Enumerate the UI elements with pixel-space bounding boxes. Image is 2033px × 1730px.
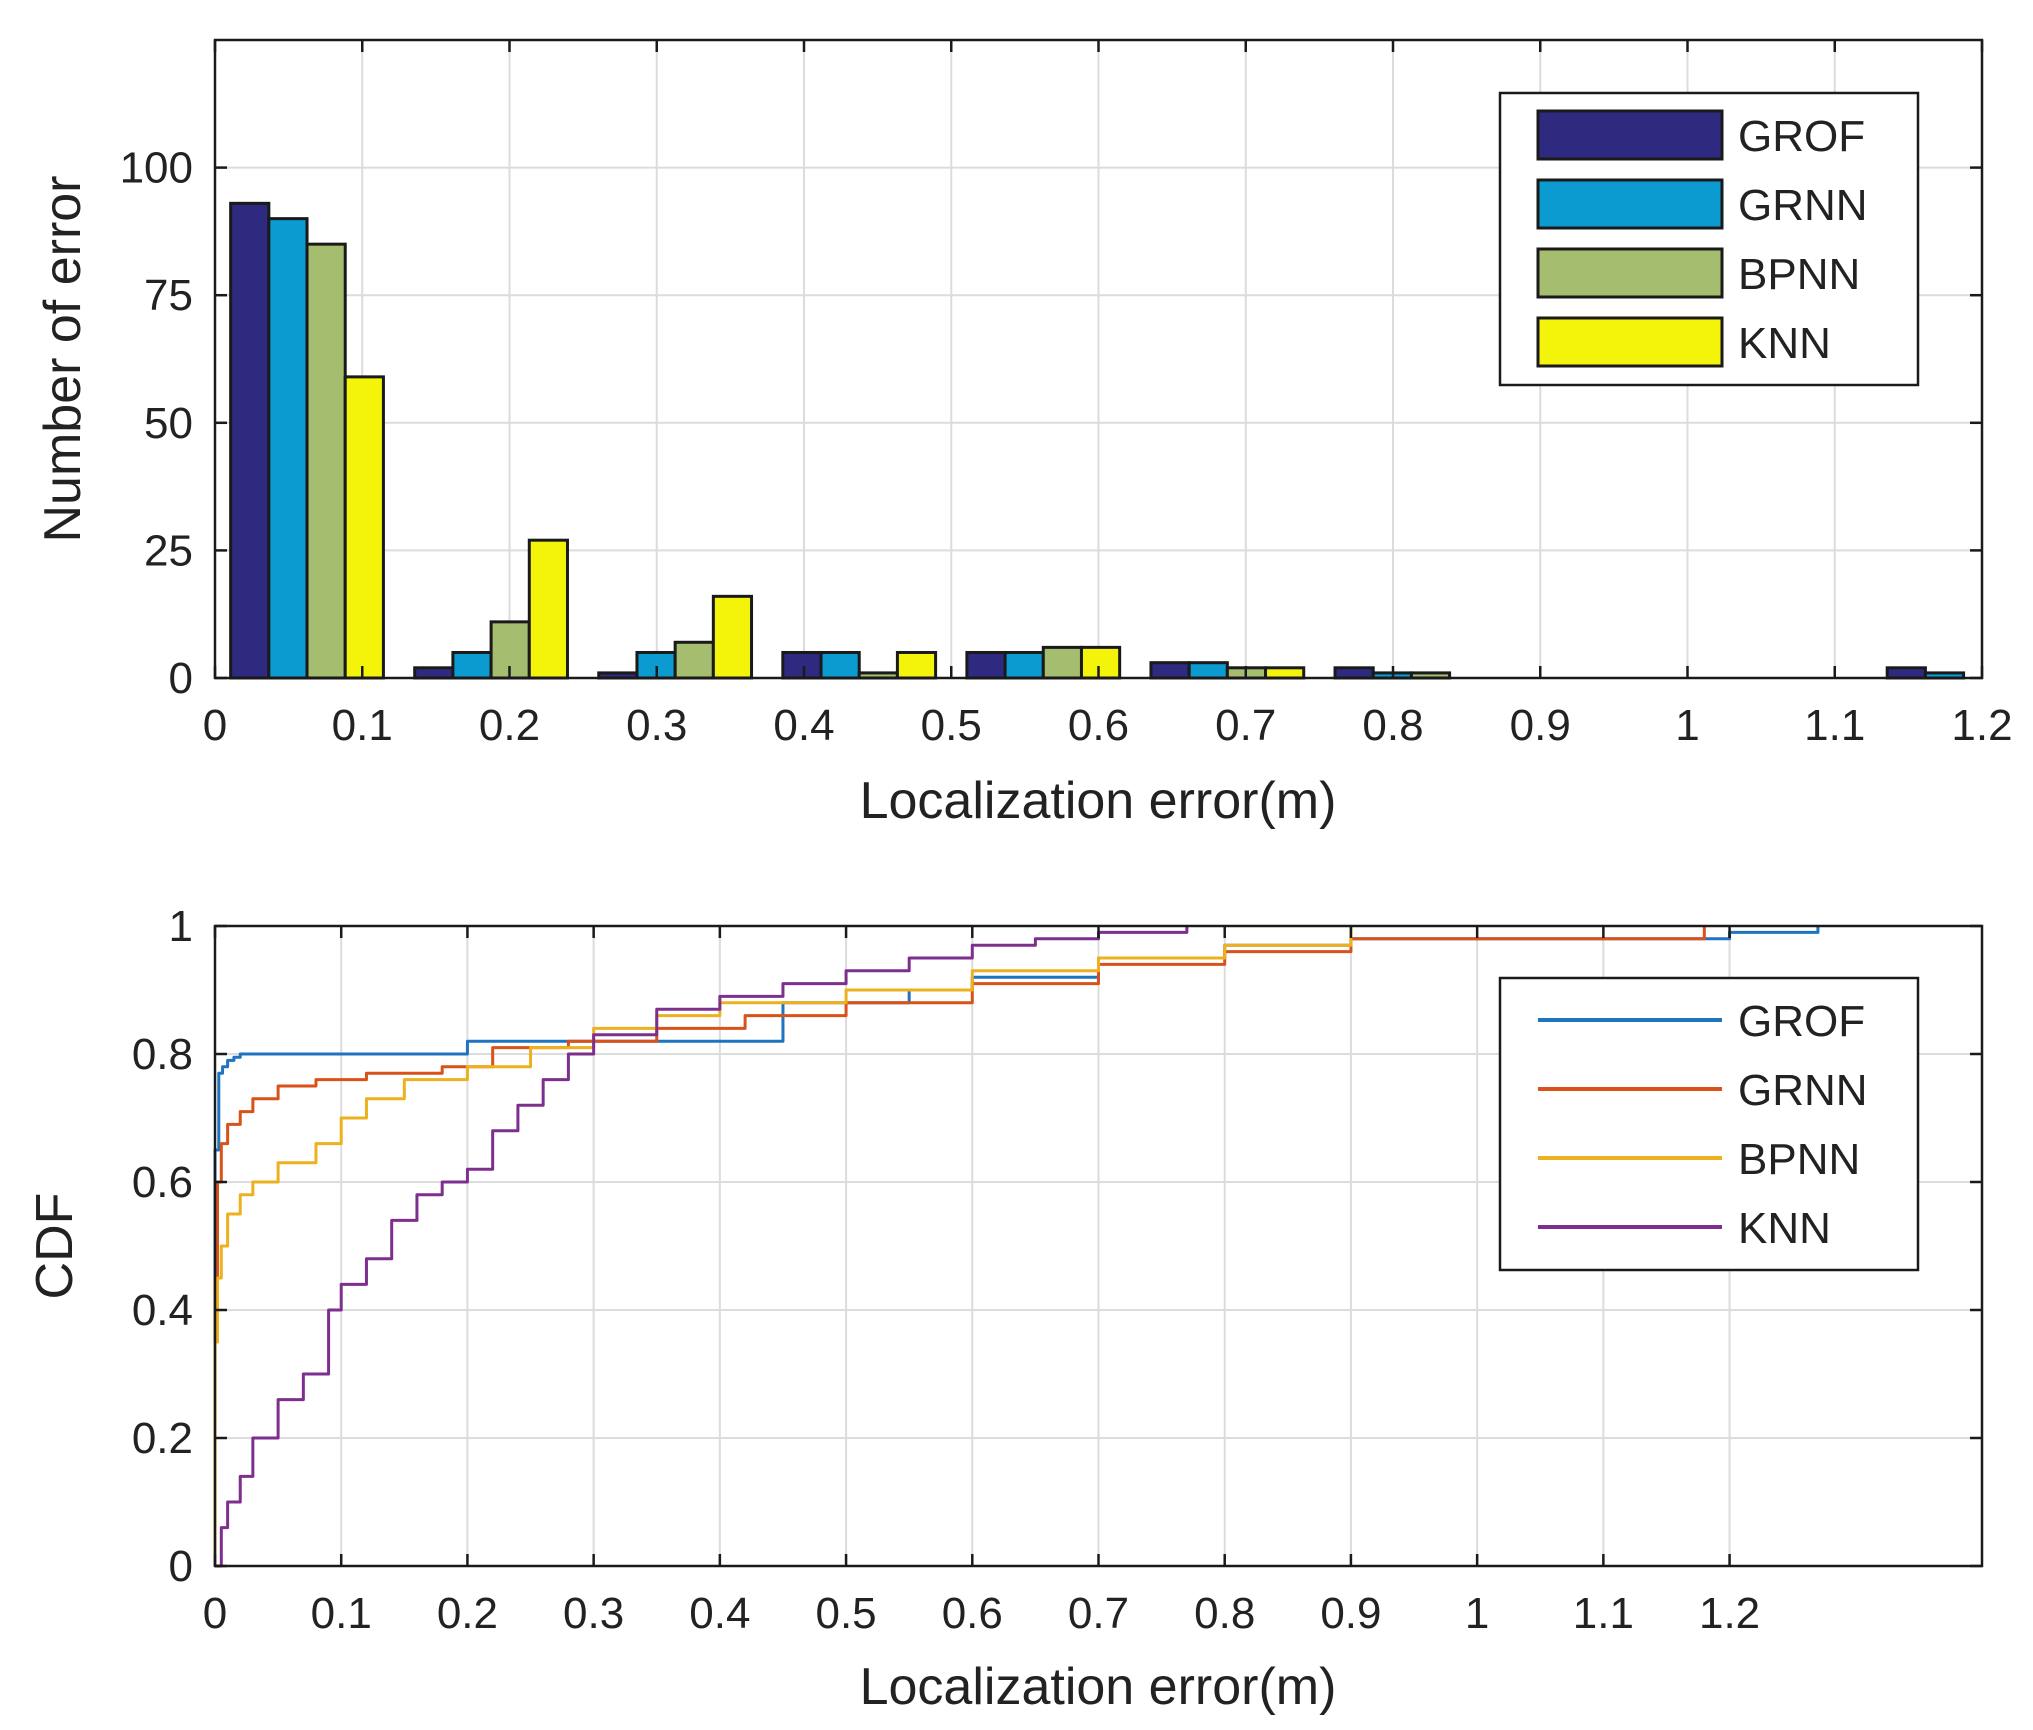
c2-x-tick-label: 1.1	[1573, 1589, 1634, 1638]
c2-x-tick-label: 0.4	[689, 1589, 750, 1638]
c1-y-tick-label: 25	[144, 526, 193, 575]
bar-grof-0	[229, 201, 271, 680]
bar-knn-5	[1264, 666, 1306, 680]
c1-legend-label-knn: KNN	[1738, 319, 1831, 368]
c2-x-tick-label: 0.9	[1320, 1589, 1381, 1638]
c2-x-tick-label: 0.5	[815, 1589, 876, 1638]
c1-y-tick-label: 0	[169, 654, 193, 703]
bar-grof-6	[1333, 666, 1375, 680]
c2-x-tick-label: 0.6	[942, 1589, 1003, 1638]
bar-knn-0	[343, 375, 385, 680]
c1-y-tick-label: 100	[120, 144, 193, 193]
c2-x-tick-label: 0.7	[1068, 1589, 1129, 1638]
bar-knn-1	[527, 538, 569, 680]
c2-legend-label-grnn: GRNN	[1738, 1066, 1868, 1115]
c1-x-tick-label: 0	[203, 701, 227, 750]
bar-knn-3	[895, 650, 938, 680]
c2-y-tick-label: 0	[169, 1542, 193, 1591]
c1-legend-swatch-knn	[1536, 316, 1724, 368]
histogram-panel: 0 0.1 0.2 0.3 0.4 0.5 0.6 0.7 0.8 0.9 1 1.1 1.2 0 25 50…	[34, 38, 2013, 830]
c1-x-tick-label: 0.4	[773, 701, 834, 750]
c1-x-tick-label: 0.8	[1362, 701, 1423, 750]
bar-bpnn-4	[1041, 645, 1083, 680]
c1-x-tick-label: 0.9	[1510, 701, 1571, 750]
c1-legend-swatch-bpnn	[1536, 247, 1724, 299]
c1-legend-label-grof: GROF	[1738, 112, 1865, 161]
histogram-y-axis-label: Number of error	[34, 176, 92, 543]
c2-y-tick-label: 1	[169, 902, 193, 951]
c1-x-tick-label: 0.7	[1215, 701, 1276, 750]
c2-y-tick-label: 0.4	[132, 1286, 193, 1335]
c1-legend-label-bpnn: BPNN	[1738, 250, 1860, 299]
cdf-y-axis-label: CDF	[26, 1193, 84, 1300]
c2-x-tick-label: 0.1	[311, 1589, 372, 1638]
cdf-line-bpnn	[213, 926, 1353, 1566]
bar-bpnn-0	[305, 242, 347, 680]
bar-knn-4	[1079, 645, 1122, 680]
c1-legend-label-grnn: GRNN	[1738, 181, 1868, 230]
c1-y-tick-label: 50	[144, 399, 193, 448]
c1-x-tick-label: 1.2	[1951, 701, 2012, 750]
cdf-ticks: 0 0.1 0.2 0.3 0.4 0.5 0.6 0.7 0.8 0.9 1 1.1 1.2 0 0.2 0…	[132, 902, 1982, 1638]
c2-x-tick-label: 0.8	[1194, 1589, 1255, 1638]
c1-x-tick-label: 1	[1675, 701, 1699, 750]
c1-y-tick-label: 75	[144, 271, 193, 320]
c2-x-tick-label: 1.2	[1699, 1589, 1760, 1638]
bar-grof-4	[965, 650, 1007, 680]
c2-legend-label-grof: GROF	[1738, 997, 1865, 1046]
bar-knn-2	[711, 594, 754, 680]
cdf-panel: 0 0.1 0.2 0.3 0.4 0.5 0.6 0.7 0.8 0.9 1 1.1 1.2 0 0.2 0…	[26, 902, 1984, 1716]
bar-grnn-5	[1187, 661, 1229, 680]
c1-x-tick-label: 0.3	[626, 701, 687, 750]
histogram-ticks: 0 0.1 0.2 0.3 0.4 0.5 0.6 0.7 0.8 0.9 1 1.1 1.2 0 25 50…	[120, 40, 2013, 750]
c1-x-tick-label: 0.5	[921, 701, 982, 750]
bar-grof-5	[1149, 661, 1191, 680]
c1-legend-swatch-grnn	[1536, 178, 1724, 230]
cdf-legend-box	[1498, 976, 1920, 1272]
histogram-legend: GROF GRNN BPNN KNN	[1498, 91, 1920, 387]
c2-y-tick-label: 0.6	[132, 1158, 193, 1207]
bar-grnn-1	[451, 650, 493, 680]
bar-grnn-4	[1003, 650, 1045, 680]
bar-grnn-0	[267, 217, 309, 680]
cdf-line-grnn	[213, 926, 1706, 1566]
histogram-bars	[229, 201, 1966, 680]
c2-y-tick-label: 0.8	[132, 1030, 193, 1079]
c1-x-tick-label: 0.6	[1068, 701, 1129, 750]
c2-x-tick-label: 0.2	[437, 1589, 498, 1638]
c1-legend-swatch-grof	[1536, 109, 1724, 161]
c2-legend-label-knn: KNN	[1738, 1204, 1831, 1253]
c1-x-tick-label: 1.1	[1804, 701, 1865, 750]
c2-x-tick-label: 0.3	[563, 1589, 624, 1638]
bar-grof-3	[781, 650, 823, 680]
cdf-lines	[213, 926, 1820, 1568]
cdf-grid	[215, 926, 1982, 1566]
c2-x-tick-label: 0	[203, 1589, 227, 1638]
cdf-line-knn	[215, 926, 1189, 1568]
cdf-legend: GROF GRNN BPNN KNN	[1498, 976, 1920, 1272]
c1-x-tick-label: 0.1	[332, 701, 393, 750]
bar-grnn-3	[819, 650, 861, 680]
cdf-x-axis-label: Localization error(m)	[860, 1658, 1337, 1716]
bar-bpnn-2	[673, 640, 715, 680]
c2-legend-label-bpnn: BPNN	[1738, 1135, 1860, 1184]
c2-y-tick-label: 0.2	[132, 1414, 193, 1463]
c2-x-tick-label: 1	[1465, 1589, 1489, 1638]
bar-grof-1	[413, 666, 455, 680]
c1-x-tick-label: 0.2	[479, 701, 540, 750]
histogram-x-axis-label: Localization error(m)	[860, 772, 1337, 830]
bar-grof-9	[1885, 666, 1927, 680]
